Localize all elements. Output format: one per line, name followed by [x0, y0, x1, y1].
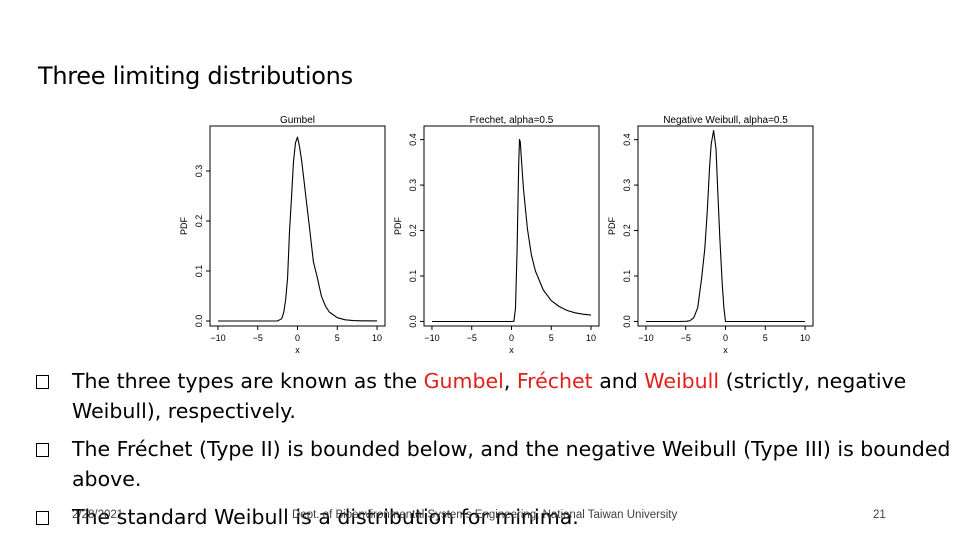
- y-tick-label: 0.4: [622, 133, 632, 146]
- chart-title: Negative Weibull, alpha=0.5: [663, 115, 788, 126]
- y-axis-label: PDF: [393, 216, 403, 235]
- bullet-text: (strictly, negative Weibull), respective…: [72, 369, 907, 423]
- chart-title: Gumbel: [280, 115, 315, 126]
- y-tick-label: 0.1: [194, 265, 204, 278]
- x-axis-label: x: [295, 345, 300, 355]
- chart-title: Frechet, alpha=0.5: [470, 115, 554, 126]
- bullet-text: and: [592, 369, 645, 393]
- x-tick-label: 5: [763, 333, 768, 343]
- y-tick-label: 0.3: [408, 179, 418, 192]
- footer-department: Dept. of Bioenvironmental Systems Engine…: [292, 509, 678, 521]
- pdf-series-line: [432, 139, 592, 323]
- slide-title: Three limiting distributions: [38, 62, 353, 90]
- weibull-term: Weibull: [644, 369, 720, 393]
- y-tick-label: 0.1: [622, 270, 632, 283]
- x-tick-label: −10: [210, 333, 225, 343]
- bullet-box-icon: [36, 375, 49, 389]
- bullet-item: The Fréchet (Type II) is bounded below, …: [36, 434, 956, 494]
- frechet-term: Fréchet: [516, 369, 593, 393]
- y-tick-label: 0.2: [622, 224, 632, 237]
- x-tick-label: 10: [800, 333, 810, 343]
- plot-frame: [209, 125, 386, 327]
- y-tick-label: 0.2: [408, 224, 418, 237]
- y-tick-label: 0.3: [194, 165, 204, 178]
- x-tick-label: 0: [509, 333, 514, 343]
- x-tick-label: 0: [295, 333, 300, 343]
- x-tick-label: −5: [467, 333, 477, 343]
- y-tick-label: 0.3: [622, 179, 632, 192]
- y-tick-label: 0.1: [408, 270, 418, 283]
- footer-date: 2/28/2021: [72, 509, 124, 521]
- gumbel-term: Gumbel: [423, 369, 504, 393]
- negative-weibull-chart: Negative Weibull, alpha=0.5 −10 −5 0 5 10 x 0.0…: [607, 115, 814, 355]
- x-tick-label: −5: [681, 333, 691, 343]
- bullet-text: The Fréchet (Type II) is bounded below, …: [72, 437, 951, 491]
- bullet-text: The standard Weibull is a distribution f…: [72, 505, 579, 529]
- y-tick-label: 0.0: [408, 315, 418, 328]
- x-axis-label: x: [723, 345, 728, 355]
- bullet-list: The three types are known as the Gumbel,…: [36, 366, 956, 540]
- y-tick-label: 0.2: [194, 215, 204, 228]
- x-tick-label: 10: [586, 333, 596, 343]
- x-tick-label: 5: [549, 333, 554, 343]
- frechet-chart: Frechet, alpha=0.5 −10 −5 0 5 10 x 0.0 0.1 0.2 0.3…: [393, 115, 600, 355]
- bullet-box-icon: [36, 511, 49, 525]
- y-axis-label: PDF: [179, 216, 189, 235]
- y-tick-label: 0.0: [194, 315, 204, 328]
- x-tick-label: 0: [723, 333, 728, 343]
- x-tick-label: 5: [335, 333, 340, 343]
- y-tick-label: 0.4: [408, 133, 418, 146]
- bullet-item: The three types are known as the Gumbel,…: [36, 366, 956, 426]
- bullet-item: The standard Weibull is a distribution f…: [36, 502, 956, 532]
- bullet-text: ,: [503, 369, 517, 393]
- x-tick-label: −10: [638, 333, 653, 343]
- bullet-box-icon: [36, 443, 49, 457]
- x-tick-label: 10: [372, 333, 382, 343]
- pdf-series-line: [218, 136, 378, 322]
- plot-frame: [637, 125, 814, 327]
- pdf-series-line: [646, 129, 805, 323]
- y-tick-label: 0.0: [622, 315, 632, 328]
- x-axis-label: x: [509, 345, 514, 355]
- footer-page-number: 21: [873, 509, 886, 521]
- gumbel-chart: Gumbel −10 −5 0 5 10 x 0.0 0.1 0.2 0.3 PDF: [179, 115, 386, 355]
- x-tick-label: −10: [424, 333, 439, 343]
- bullet-text: The three types are known as the: [72, 369, 424, 393]
- y-axis-label: PDF: [607, 216, 617, 235]
- x-tick-label: −5: [253, 333, 263, 343]
- plot-frame: [423, 125, 600, 327]
